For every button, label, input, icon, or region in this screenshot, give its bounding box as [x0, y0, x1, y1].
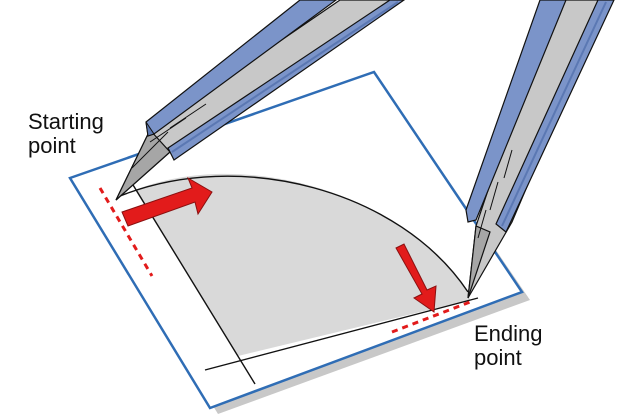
- end-dashed-marker: [391, 300, 471, 334]
- start-direction-arrow: [121, 176, 213, 227]
- right-cutting-blade: [465, 0, 615, 299]
- cut-arc: [119, 175, 469, 293]
- ending-point-label-line2: point: [474, 345, 522, 370]
- left-cutting-blade: [115, 0, 406, 201]
- cut-region: [135, 173, 470, 356]
- ending-point-label: Ending point: [474, 322, 543, 370]
- starting-point-label-line1: Starting: [28, 109, 104, 134]
- starting-point-label: Starting point: [28, 110, 104, 158]
- end-direction-arrow: [395, 243, 437, 313]
- ending-point-label-line1: Ending: [474, 321, 543, 346]
- starting-point-label-line2: point: [28, 133, 76, 158]
